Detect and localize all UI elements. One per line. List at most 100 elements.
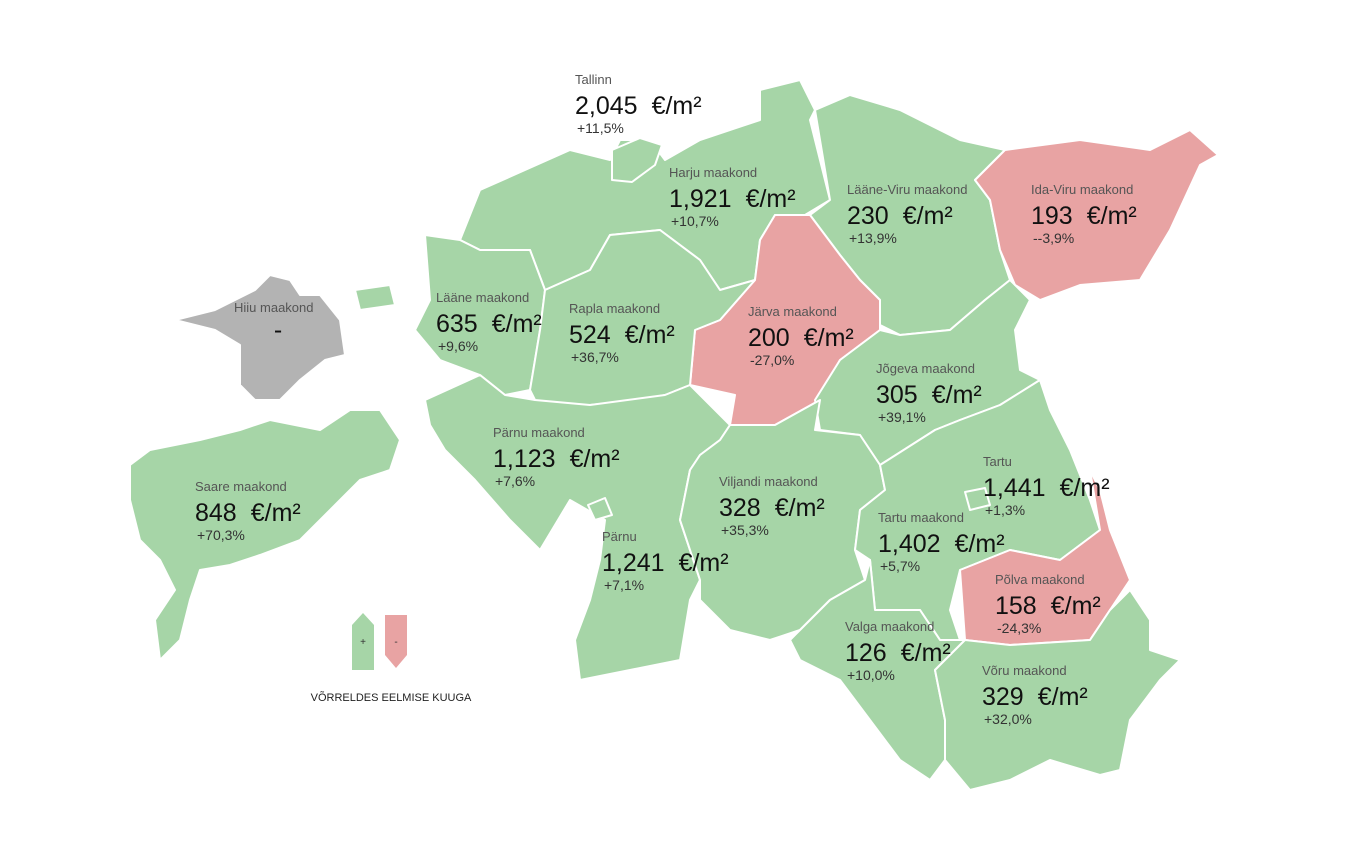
region-price: 1,123	[493, 445, 556, 473]
region-price-line: 126 €/m²	[845, 639, 951, 667]
region-price-line: 1,441 €/m²	[983, 474, 1110, 502]
region-price-line: 1,921 €/m²	[669, 185, 796, 213]
region-change: +10,7%	[671, 213, 719, 229]
region-price: 1,921	[669, 185, 732, 213]
region-change: +11,5%	[577, 120, 624, 136]
region-change: +7,6%	[495, 473, 535, 489]
region-name: Lääne maakond	[436, 290, 529, 305]
region-price: 1,241	[602, 549, 665, 577]
region-change: -27,0%	[750, 352, 794, 368]
region-name: Järva maakond	[748, 304, 837, 319]
region-unit: €/m²	[492, 310, 542, 338]
region-name: Jõgeva maakond	[876, 361, 975, 376]
region-unit: €/m²	[625, 321, 675, 349]
legend-down-swatch	[385, 615, 407, 668]
region-change: +1,3%	[985, 502, 1025, 518]
region-price-line: 1,402 €/m²	[878, 530, 1005, 558]
region-name: Tallinn	[575, 72, 612, 87]
region-unit: €/m²	[955, 530, 1005, 558]
region-price-line: 635 €/m²	[436, 310, 542, 338]
region-name: Ida-Viru maakond	[1031, 182, 1133, 197]
legend-caption: VÕRRELDES EELMISE KUUGA	[311, 691, 472, 704]
region-change: --3,9%	[1033, 230, 1074, 246]
region-shape	[964, 487, 991, 511]
region-unit: €/m²	[1060, 474, 1110, 502]
region-unit: €/m²	[804, 324, 854, 352]
region-price-line: 848 €/m²	[195, 499, 301, 527]
region-shape	[611, 137, 663, 183]
region-unit: €/m²	[901, 639, 951, 667]
region-name: Tartu maakond	[878, 510, 964, 525]
region-price: -	[274, 316, 282, 344]
region-price: 1,441	[983, 474, 1046, 502]
region-price-line: 328 €/m²	[719, 494, 825, 522]
labels: Tallinn 2,045 €/m² +11,5% Harju maakond 1,921…	[195, 72, 1137, 727]
region-change: +36,7%	[571, 349, 619, 365]
regions	[129, 79, 1219, 791]
region-price-line: 200 €/m²	[748, 324, 854, 352]
region-price: 230	[847, 202, 889, 230]
region-price: 1,402	[878, 530, 941, 558]
region-unit: €/m²	[932, 381, 982, 409]
region-change: +70,3%	[197, 527, 245, 543]
region-unit: €/m²	[652, 92, 702, 120]
region-change: +10,0%	[847, 667, 895, 683]
region-change: +32,0%	[984, 711, 1032, 727]
region-name: Valga maakond	[845, 619, 934, 634]
region-price: 158	[995, 592, 1037, 620]
region-price-line: 305 €/m²	[876, 381, 982, 409]
region-price: 329	[982, 683, 1024, 711]
region-price-line: 2,045 €/m²	[575, 92, 702, 120]
region-price: 193	[1031, 202, 1073, 230]
legend-up-swatch	[352, 613, 374, 670]
region-price: 848	[195, 499, 237, 527]
region-price-line: 158 €/m²	[995, 592, 1101, 620]
region-price: 524	[569, 321, 611, 349]
region-price-line: 230 €/m²	[847, 202, 953, 230]
legend-up-symbol: +	[360, 637, 366, 648]
region-shape	[129, 409, 401, 661]
region-price: 305	[876, 381, 918, 409]
region-shape	[174, 274, 346, 401]
region-change: +39,1%	[878, 409, 926, 425]
region-shape	[424, 374, 731, 681]
region-shape	[529, 229, 756, 411]
region-price: 200	[748, 324, 790, 352]
region-unit: €/m²	[679, 549, 729, 577]
region-shape	[934, 589, 1181, 791]
region-name: Rapla maakond	[569, 301, 660, 316]
region-unit: €/m²	[1087, 202, 1137, 230]
region-change: +13,9%	[849, 230, 897, 246]
region-price: 126	[845, 639, 887, 667]
region-price: 328	[719, 494, 761, 522]
region-name: Harju maakond	[669, 165, 757, 180]
region-shape	[587, 497, 613, 521]
region-change: +5,7%	[880, 558, 920, 574]
region-name: Pärnu	[602, 529, 637, 544]
region-change: +35,3%	[721, 522, 769, 538]
region-price-line: 1,241 €/m²	[602, 549, 729, 577]
region-unit: €/m²	[1038, 683, 1088, 711]
region-unit: €/m²	[775, 494, 825, 522]
region-price-line: 524 €/m²	[569, 321, 675, 349]
region-price: 635	[436, 310, 478, 338]
region-price: 2,045	[575, 92, 638, 120]
legend: + - VÕRRELDES EELMISE KUUGA	[311, 613, 472, 704]
region-unit: €/m²	[1051, 592, 1101, 620]
region-price-line: 1,123 €/m²	[493, 445, 620, 473]
region-name: Hiiu maakond	[234, 300, 314, 315]
region-unit: €/m²	[903, 202, 953, 230]
region-name: Lääne-Viru maakond	[847, 182, 967, 197]
region-name: Võru maakond	[982, 663, 1067, 678]
region-change: +9,6%	[438, 338, 478, 354]
region-change: -24,3%	[997, 620, 1041, 636]
region-price-line: 193 €/m²	[1031, 202, 1137, 230]
region-name: Pärnu maakond	[493, 425, 585, 440]
legend-down-symbol: -	[394, 637, 397, 648]
region-shape	[354, 284, 396, 311]
region-change: +7,1%	[604, 577, 644, 593]
region-shape	[974, 129, 1219, 301]
region-price-line: 329 €/m²	[982, 683, 1088, 711]
